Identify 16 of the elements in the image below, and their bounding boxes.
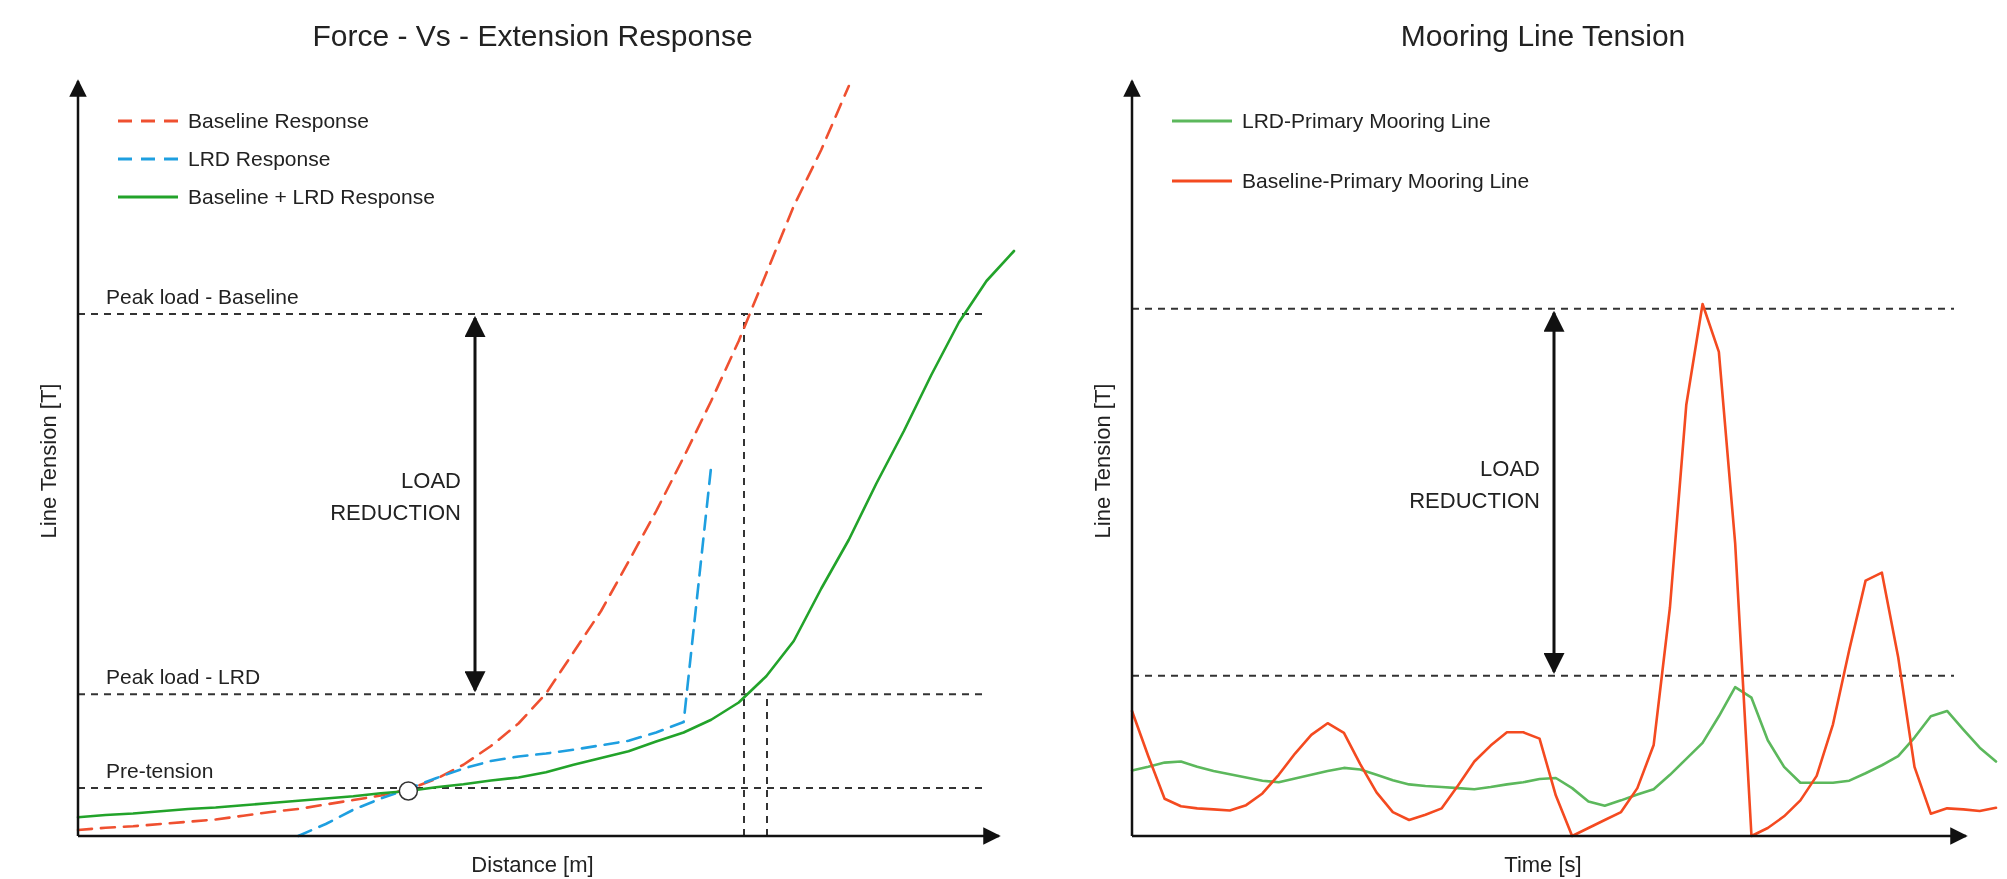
ref-line-label: Peak load - LRD <box>106 665 261 689</box>
x-axis-title: Distance [m] <box>471 852 594 877</box>
ref-line-label: Peak load - Baseline <box>106 285 299 308</box>
legend-label: Baseline Response <box>188 109 369 132</box>
legend-label: LRD-Primary Mooring Line <box>1242 109 1491 132</box>
legend-label: Baseline-Primary Mooring Line <box>1242 169 1530 192</box>
y-axis-title: Line Tension [T] <box>1090 383 1115 539</box>
x-axis-title: Time [s] <box>1504 852 1582 877</box>
chart-title: Force - Vs - Extension Response <box>312 19 753 52</box>
annotation: LOAD REDUCTION <box>1409 456 1540 514</box>
legend-label: LRD Response <box>188 147 331 170</box>
legend-label: Baseline + LRD Response <box>188 185 435 208</box>
chart-title: Mooring Line Tension <box>1400 19 1686 52</box>
annotation: LOAD REDUCTION <box>330 468 461 526</box>
ref-line-label: Pre-tension <box>106 759 214 782</box>
y-axis-title: Line Tension [T] <box>36 383 61 539</box>
